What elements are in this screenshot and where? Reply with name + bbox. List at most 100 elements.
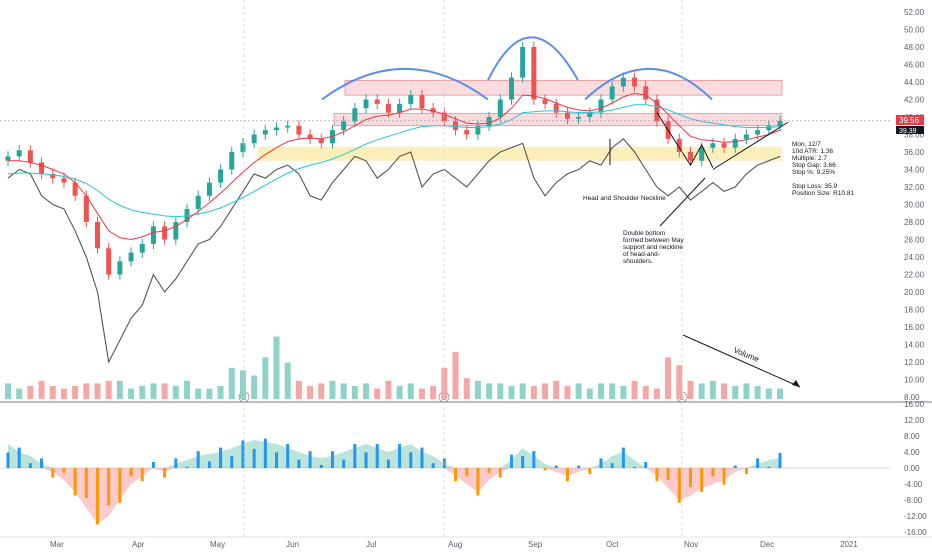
volume-bar: [72, 386, 79, 399]
volume-bar: [687, 380, 694, 399]
volume-bar: [676, 365, 683, 399]
oscillator-bar: [633, 466, 637, 468]
volume-bar: [184, 380, 191, 399]
left-shoulder-arc: [321, 67, 489, 101]
last-price-label: 39.56: [899, 116, 920, 125]
double-bottom-note: Double bottom formed between May support…: [623, 230, 684, 265]
volume-bar: [407, 383, 414, 399]
ema-slow-line: [7, 104, 781, 218]
support-zone: [258, 146, 782, 161]
oscillator-bar: [308, 451, 312, 468]
stats-line-1: Mon, 12/7: [792, 141, 821, 148]
stats-line-5: Stop %: 9.25%: [792, 169, 835, 176]
candle-body: [218, 169, 224, 183]
volume-bar: [474, 380, 481, 399]
candle-body: [643, 86, 649, 100]
price-tick-label: 24.00: [904, 253, 925, 262]
volume-bar: [665, 357, 672, 399]
price-tick-label: 22.00: [904, 271, 925, 280]
volume-bar: [452, 352, 459, 399]
candle-body: [117, 261, 123, 275]
volume-bar: [284, 362, 291, 399]
oscillator-bar: [330, 451, 334, 468]
price-tick-label: 50.00: [904, 26, 925, 35]
volume-bar: [721, 383, 728, 399]
oscillator-bar: [286, 444, 290, 468]
candle-body: [520, 47, 526, 78]
oscillator-tick-label: -12.00: [904, 512, 927, 521]
double-bottom-line-3: support and neckline: [623, 244, 683, 251]
volume-bar: [228, 367, 235, 399]
double-bottom-line-2: formed between May: [623, 237, 684, 244]
oscillator-bar: [509, 454, 513, 468]
oscillator-tick-label: 0.00: [904, 464, 920, 473]
candle-body: [397, 103, 403, 113]
volume-bar: [239, 370, 246, 399]
oscillator-bar: [778, 453, 782, 468]
volume-bar: [295, 380, 302, 399]
double-bottom-line-4: of head-and-: [623, 251, 660, 258]
candle-body: [632, 77, 638, 87]
oscillator-bar: [219, 447, 223, 468]
oscillator-bar: [263, 438, 267, 468]
stats-line-2: 10d ATR: 1.36: [792, 148, 833, 155]
oscillator-bar: [386, 459, 390, 468]
oscillator-bar: [51, 468, 55, 478]
price-tick-label: 18.00: [904, 306, 925, 315]
oscillator-bar: [163, 468, 167, 478]
oscillator-bar: [398, 444, 402, 468]
neckline-note: Head and Shoulder Neckline: [583, 195, 666, 202]
candle-body: [251, 134, 257, 144]
price-tick-label: 8.00: [904, 393, 920, 402]
price-tick-label: 28.00: [904, 218, 925, 227]
oscillator-bar: [621, 447, 625, 468]
candle-body: [687, 152, 693, 161]
volume-bar: [530, 386, 537, 399]
oscillator-bar: [744, 468, 748, 474]
time-tick-label: 2021: [840, 540, 858, 549]
oscillator-bar: [151, 462, 155, 468]
stats-line-7: Stop Loss: 35.9: [792, 183, 838, 190]
oscillator-bar: [6, 452, 10, 468]
candle-body: [139, 243, 145, 253]
time-tick-label: Apr: [132, 540, 145, 549]
price-tick-label: 38.00: [904, 131, 925, 140]
volume-bar: [620, 386, 627, 399]
volume-bar: [273, 336, 280, 399]
oscillator-bar: [275, 452, 279, 468]
volume-bar: [318, 383, 325, 399]
candle-body: [240, 143, 246, 152]
candle-body: [262, 130, 268, 135]
volume-bar: [139, 386, 146, 399]
candle-body: [721, 143, 727, 148]
oscillator-bar: [353, 444, 357, 468]
oscillator-bar: [118, 468, 122, 503]
oscillator-tick-label: 8.00: [904, 432, 920, 441]
time-tick-label: Aug: [448, 540, 462, 549]
volume-bar: [609, 383, 616, 399]
volume-bar: [586, 388, 593, 399]
resistance-zone-lower: [333, 113, 783, 127]
volume-bar: [765, 388, 772, 399]
oscillator-tick-label: -4.00: [904, 480, 923, 489]
candle-body: [553, 103, 559, 113]
candle-body: [274, 127, 280, 131]
price-tick-label: 30.00: [904, 201, 925, 210]
oscillator-bar: [688, 468, 692, 488]
oscillator-bar: [700, 468, 704, 492]
candle-body: [453, 121, 459, 131]
price-tick-label: 16.00: [904, 323, 925, 332]
oscillator-bar: [599, 458, 603, 468]
price-tick-label: 44.00: [904, 78, 925, 87]
prev-price-tag: [896, 126, 924, 134]
oscillator-pane: [0, 438, 890, 525]
candle-body: [374, 99, 380, 104]
time-tick-label: May: [210, 540, 225, 549]
oscillator-bar: [498, 468, 502, 478]
candle-body: [83, 195, 89, 222]
volume-bar: [94, 383, 101, 399]
volume-bar: [16, 388, 23, 399]
oscillator-bar: [666, 468, 670, 480]
price-tick-label: 52.00: [904, 8, 925, 17]
